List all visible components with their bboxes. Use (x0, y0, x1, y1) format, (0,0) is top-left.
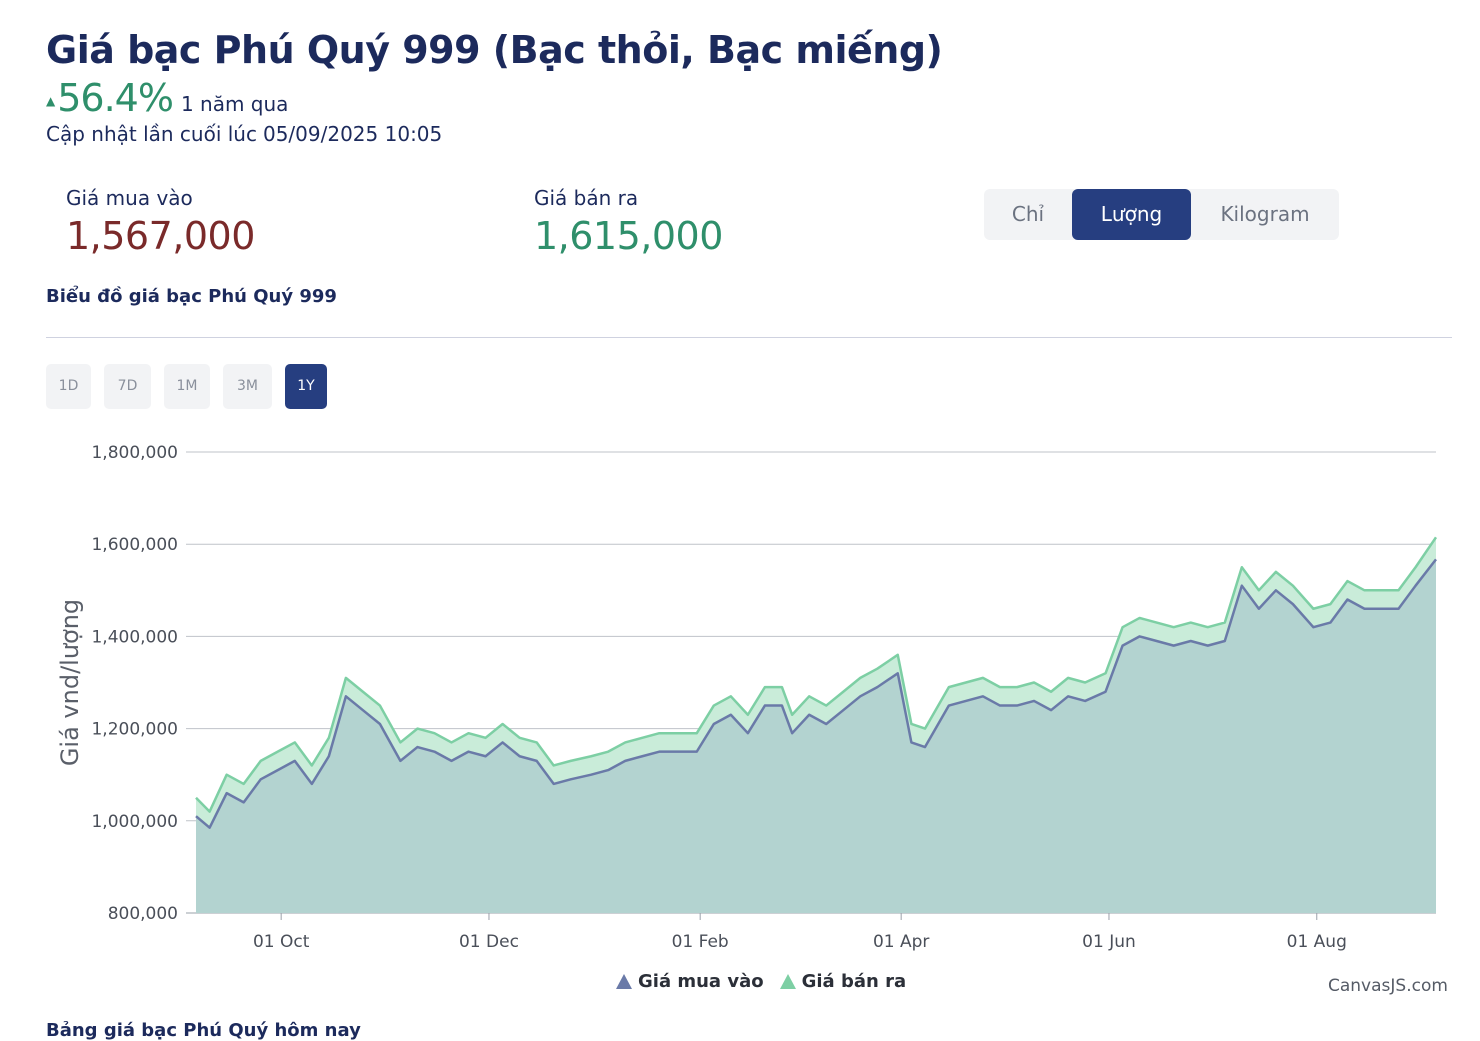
x-tick-label: 01 Jun (1082, 932, 1136, 952)
x-tick-label: 01 Dec (459, 932, 519, 952)
legend-label-buy: Giá mua vào (638, 971, 764, 992)
last-updated: Cập nhật lần cuối lúc 05/09/2025 10:05 (46, 122, 448, 146)
change-percent: 56.4% (57, 76, 174, 120)
change-summary: ▲ 56.4% 1 năm qua (46, 76, 288, 120)
triangle-icon (779, 974, 796, 989)
canvasjs-credit[interactable]: CanvasJS.com (1328, 976, 1448, 996)
y-tick-label: 1,400,000 (91, 627, 178, 647)
chart-heading: Biểu đồ giá bạc Phú Quý 999 (46, 286, 337, 307)
price-chart[interactable]: 800,000 1,000,000 1,200,000 1,400,000 1,600,… (0, 430, 1480, 970)
y-axis-title: Giá vnd/lượng (56, 599, 84, 766)
range-button-7d[interactable]: 7D (104, 364, 151, 409)
x-tick-label: 01 Apr (873, 932, 929, 952)
y-tick-label: 1,800,000 (91, 443, 178, 463)
x-tick-label: 01 Oct (253, 932, 310, 952)
y-tick-label: 1,200,000 (91, 720, 178, 740)
chart-legend: Giá mua vào Giá bán ra (616, 971, 922, 992)
buy-price-label: Giá mua vào (66, 186, 193, 210)
range-button-1m[interactable]: 1M (164, 364, 210, 409)
change-period: 1 năm qua (180, 92, 289, 116)
last-updated-label: Cập nhật lần cuối lúc (46, 122, 257, 146)
range-button-3m[interactable]: 3M (223, 364, 272, 409)
unit-tab-chi[interactable]: Chỉ (1011, 202, 1045, 226)
y-tick-label: 800,000 (108, 904, 178, 924)
buy-area (196, 559, 1436, 913)
sell-price-label: Giá bán ra (534, 186, 639, 210)
legend-item-sell[interactable]: Giá bán ra (779, 971, 907, 992)
legend-label-sell: Giá bán ra (801, 971, 907, 992)
unit-tab-luong[interactable]: Lượng (1072, 189, 1191, 240)
buy-price-value: 1,567,000 (66, 214, 255, 258)
unit-tab-kilogram[interactable]: Kilogram (1220, 202, 1310, 226)
price-table-heading: Bảng giá bạc Phú Quý hôm nay (46, 1020, 361, 1041)
page-title: Giá bạc Phú Quý 999 (Bạc thỏi, Bạc miếng… (46, 28, 943, 72)
unit-tabs: Chỉ Lượng Kilogram (984, 189, 1339, 240)
sell-price-value: 1,615,000 (534, 214, 723, 258)
x-tick-label: 01 Feb (672, 932, 729, 952)
last-updated-value: 05/09/2025 10:05 (262, 122, 443, 146)
y-tick-label: 1,000,000 (91, 812, 178, 832)
range-button-1y[interactable]: 1Y (285, 364, 327, 409)
y-tick-label: 1,600,000 (91, 535, 178, 555)
legend-item-buy[interactable]: Giá mua vào (616, 971, 764, 992)
sell-line (195, 536, 1438, 813)
x-tick-label: 01 Aug (1287, 932, 1347, 952)
arrow-up-icon: ▲ (46, 94, 56, 108)
buy-price-box: Giá mua vào 1,567,000 (66, 186, 255, 258)
range-button-1d[interactable]: 1D (46, 364, 91, 409)
buy-line (195, 558, 1437, 829)
divider (46, 337, 1452, 338)
triangle-icon (616, 974, 632, 989)
sell-price-box: Giá bán ra 1,615,000 (534, 186, 723, 258)
